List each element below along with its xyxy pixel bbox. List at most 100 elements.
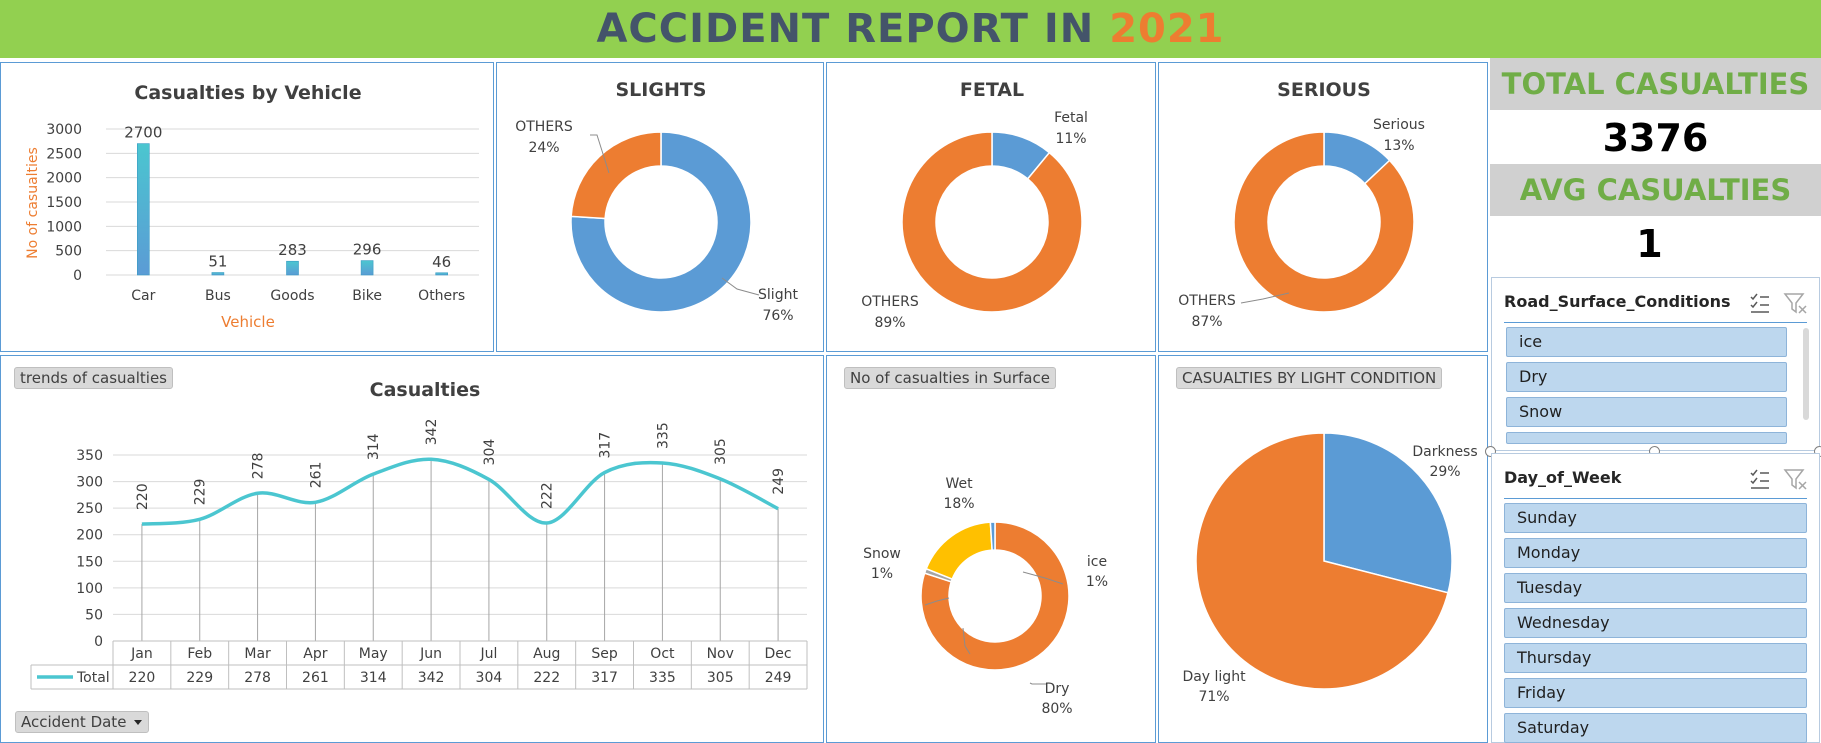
day-of-week-slicer-divider [1504, 498, 1807, 499]
vehicle-value-label: 51 [208, 253, 227, 271]
vehicle-y-tick: 3000 [46, 122, 82, 138]
accident-date-label: Accident Date [21, 713, 127, 731]
surface-dry-pct: 80% [1041, 701, 1072, 717]
slicer-item-tuesday[interactable]: Tuesday [1504, 573, 1807, 603]
trend-chart-title: Casualties [370, 379, 481, 401]
trend-tag[interactable]: trends of casualties [14, 367, 173, 389]
slights-chart-title: SLIGHTS [615, 79, 706, 101]
total-casualties-value: 3376 [1602, 116, 1709, 160]
vehicle-y-tick: 1500 [46, 195, 82, 211]
day-of-week-slicer[interactable]: Day_of_Week Sunday Monday Tuesday Wednes… [1491, 453, 1820, 743]
total-casualties-label: TOTAL CASUALTIES [1490, 58, 1821, 110]
surface-tag[interactable]: No of casualties in Surface [844, 367, 1056, 389]
trend-x-tick: Jan [130, 646, 153, 662]
vehicle-value-label: 296 [353, 241, 382, 259]
fetal-chart-panel[interactable]: FETAL Fetal 11% OTHERS 89% [826, 62, 1156, 352]
trend-x-tick: Nov [707, 646, 734, 662]
surface-dry-leader [1029, 682, 1047, 685]
resize-handle-left[interactable] [1485, 446, 1496, 457]
trend-x-tick: Mar [244, 646, 271, 662]
trend-value-label: 314 [366, 433, 382, 460]
trend-series-line [141, 457, 779, 526]
trend-chart-panel[interactable]: Casualties 0 50 100 150 200 250 300 350 220 229 2… [0, 355, 824, 743]
vehicle-bar-chart: Casualties by Vehicle 0 500 1000 1500 2000 25… [25, 82, 479, 331]
fetal-others-pct: 89% [874, 315, 905, 331]
trend-y-tick: 300 [76, 475, 103, 491]
clear-filter-icon[interactable] [1783, 469, 1807, 490]
light-daylight-name: Day light [1182, 669, 1246, 685]
clear-filter-icon[interactable] [1783, 293, 1807, 314]
trend-x-tick: Aug [533, 646, 560, 662]
vehicle-x-tick: Others [418, 288, 465, 304]
slicer-item-friday[interactable]: Friday [1504, 678, 1807, 708]
trend-table-value: 220 [129, 670, 156, 686]
vehicle-x-tick: Car [131, 288, 155, 304]
trend-value-label: 278 [251, 453, 267, 480]
fetal-donut-chart: FETAL Fetal 11% OTHERS 89% [861, 79, 1088, 331]
trend-x-tick: Feb [187, 646, 212, 662]
light-slice-day-light [1195, 432, 1449, 690]
serious-others-name: OTHERS [1178, 293, 1236, 309]
trend-value-label: 249 [771, 468, 787, 495]
slights-donut-chart: SLIGHTS OTHERS 24% Slight 76% [515, 79, 798, 324]
surface-wet-pct: 18% [943, 496, 974, 512]
light-slice-darkness [1323, 432, 1453, 594]
trend-value-label: 261 [308, 462, 324, 489]
road-surface-slicer-title: Road_Surface_Conditions [1504, 292, 1731, 311]
multi-select-icon[interactable] [1750, 293, 1769, 313]
trend-table-value: 305 [707, 670, 734, 686]
vehicle-y-tick: 2500 [46, 146, 82, 162]
slights-chart-panel[interactable]: SLIGHTS OTHERS 24% Slight 76% [496, 62, 824, 352]
light-tag[interactable]: CASUALTIES BY LIGHT CONDITION [1176, 367, 1443, 389]
trend-y-tick: 200 [76, 528, 103, 544]
slicer-item-thursday[interactable]: Thursday [1504, 643, 1807, 673]
trend-y-tick: 350 [76, 448, 103, 464]
vehicle-y-tick: 2000 [46, 171, 82, 187]
trend-line-chart: Casualties 0 50 100 150 200 250 300 350 220 229 2… [30, 379, 808, 690]
slights-others-name: OTHERS [515, 119, 573, 135]
trend-value-label: 220 [135, 483, 151, 510]
road-surface-slicer-divider [1504, 322, 1807, 323]
fetal-others-name: OTHERS [861, 294, 919, 310]
road-surface-scrollbar[interactable] [1803, 328, 1809, 420]
vehicle-chart-panel[interactable]: Casualties by Vehicle 0 500 1000 1500 2000 25… [0, 62, 494, 352]
slicer-item-monday[interactable]: Monday [1504, 538, 1807, 568]
surface-donut-chart: Wet 18% Snow 1% ice 1% Dry 80% [863, 476, 1108, 717]
light-daylight-pct: 71% [1198, 689, 1229, 705]
multi-select-icon[interactable] [1750, 469, 1769, 489]
accident-date-filter[interactable]: Accident Date [15, 711, 150, 733]
trend-x-tick: Apr [303, 646, 327, 662]
slicer-item-partial[interactable] [1506, 432, 1787, 444]
trend-table-value: 335 [649, 670, 676, 686]
trend-x-tick: Jun [419, 646, 442, 662]
trend-value-label: 304 [482, 439, 498, 466]
slicer-item-wednesday[interactable]: Wednesday [1504, 608, 1807, 638]
surface-slice-dry [920, 521, 1070, 671]
trend-table-value: 314 [360, 670, 387, 686]
vehicle-y-tick: 500 [55, 244, 82, 260]
vehicle-bar-bus [211, 272, 225, 276]
trend-x-tick: Dec [765, 646, 792, 662]
light-chart-panel[interactable]: Darkness 29% Day light 71% CASUALTIES BY… [1158, 355, 1488, 743]
serious-others-leader [1240, 292, 1290, 304]
slicer-item-snow[interactable]: Snow [1506, 397, 1787, 427]
fetal-fetal-pct: 11% [1055, 131, 1086, 147]
surface-ice-leader [1022, 571, 1064, 585]
vehicle-x-tick: Bus [205, 288, 231, 304]
slicer-item-sunday[interactable]: Sunday [1504, 503, 1807, 533]
slicer-item-dry[interactable]: Dry [1506, 362, 1787, 392]
serious-chart-panel[interactable]: SERIOUS Serious 13% OTHERS 87% [1158, 62, 1488, 352]
serious-donut-chart: SERIOUS Serious 13% OTHERS 87% [1178, 79, 1425, 330]
serious-slice-others [1233, 131, 1415, 313]
slights-slight-leader [721, 277, 760, 296]
trend-table-value: 249 [765, 670, 792, 686]
slicer-item-ice[interactable]: ice [1506, 327, 1787, 357]
vehicle-y-tick: 1000 [46, 219, 82, 235]
road-surface-slicer[interactable]: Road_Surface_Conditions ice Dry Snow [1491, 277, 1820, 451]
surface-dry-name: Dry [1045, 681, 1070, 697]
slicer-item-saturday[interactable]: Saturday [1504, 713, 1807, 743]
trend-table-value: 304 [476, 670, 503, 686]
surface-snow-leader [924, 597, 950, 606]
surface-chart-panel[interactable]: Wet 18% Snow 1% ice 1% Dry 80% No of cas… [826, 355, 1156, 743]
